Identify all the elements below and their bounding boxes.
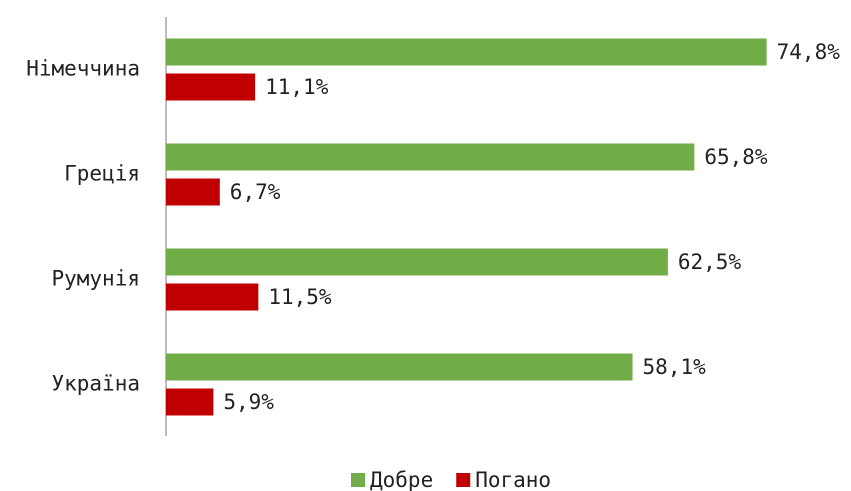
legend-swatch [456,473,471,487]
value-label: 6,7% [230,180,281,204]
bar [166,38,767,66]
value-label: 11,1% [265,75,329,99]
value-label: 62,5% [678,250,742,274]
value-label: 65,8% [704,145,768,169]
bar [166,283,259,311]
category-label: Греція [64,162,140,186]
bar [166,388,214,416]
value-label: 74,8% [777,40,841,64]
value-label: 58,1% [643,355,707,379]
legend-label: Погано [475,468,551,491]
legend-label: Добре [370,468,433,491]
bar [166,73,256,101]
category-label: Румунія [51,267,140,291]
bar [166,178,220,206]
bar [166,353,633,381]
category-label: Україна [51,372,140,396]
value-label: 5,9% [223,390,274,414]
legend-swatch [351,473,365,487]
bar [166,248,668,276]
bar [166,143,695,171]
value-label: 11,5% [268,285,332,309]
category-label: Німеччина [26,57,140,81]
